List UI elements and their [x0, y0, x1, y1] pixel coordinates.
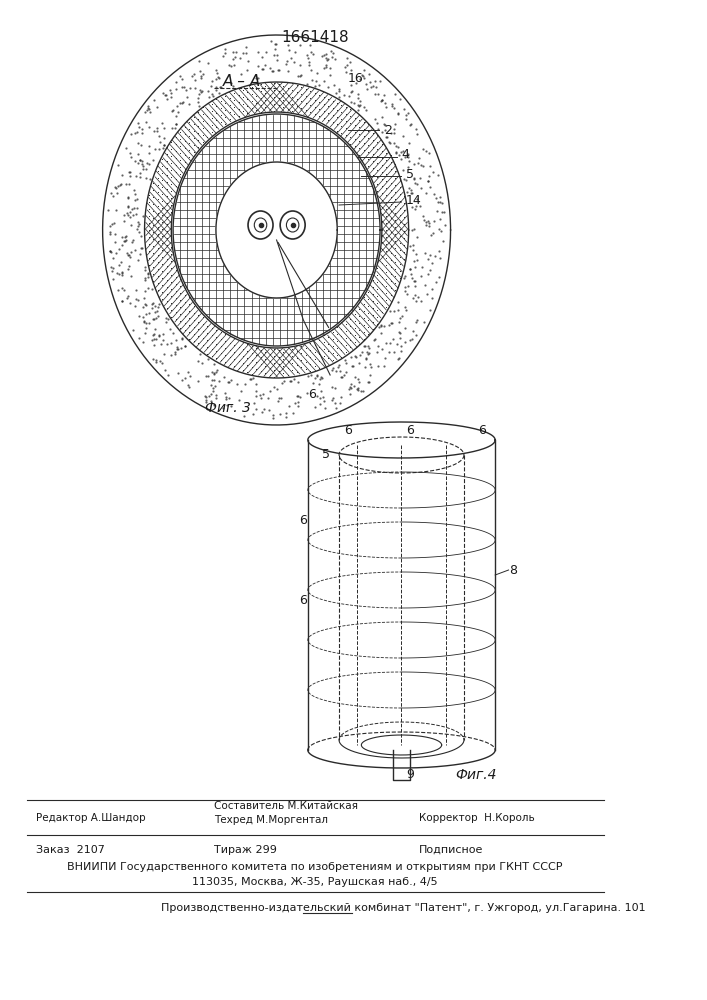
- Text: 6: 6: [300, 514, 308, 526]
- Text: 1661418: 1661418: [281, 30, 349, 45]
- Text: 6: 6: [478, 424, 486, 436]
- Text: 9: 9: [407, 768, 414, 782]
- Text: Производственно-издательский комбинат "Патент", г. Ужгород, ул.Гагарина. 101: Производственно-издательский комбинат "П…: [160, 903, 645, 913]
- Text: Заказ  2107: Заказ 2107: [35, 845, 105, 855]
- Text: ВНИИПИ Государственного комитета по изобретениям и открытиям при ГКНТ СССР: ВНИИПИ Государственного комитета по изоб…: [67, 862, 563, 872]
- Text: Подписное: Подписное: [419, 845, 484, 855]
- Circle shape: [216, 162, 337, 298]
- Text: 14: 14: [406, 194, 421, 207]
- Text: 8: 8: [509, 564, 517, 576]
- Text: Тираж 299: Тираж 299: [214, 845, 277, 855]
- Text: 113035, Москва, Ж-35, Раушская наб., 4/5: 113035, Москва, Ж-35, Раушская наб., 4/5: [192, 877, 438, 887]
- Text: 5: 5: [322, 448, 329, 462]
- Text: 16: 16: [348, 72, 363, 85]
- Text: Фиг. 3: Фиг. 3: [205, 401, 251, 415]
- Text: 5: 5: [406, 168, 414, 182]
- Text: 6: 6: [407, 424, 414, 436]
- Text: А – А: А – А: [223, 75, 261, 90]
- Text: Редактор А.Шандор: Редактор А.Шандор: [35, 813, 146, 823]
- Text: 2: 2: [384, 123, 392, 136]
- Text: Корректор  Н.Король: Корректор Н.Король: [419, 813, 535, 823]
- Text: Фиг.4: Фиг.4: [455, 768, 496, 782]
- Text: 4: 4: [402, 148, 409, 161]
- Text: 6: 6: [344, 424, 352, 436]
- Text: 6: 6: [300, 593, 308, 606]
- Text: 6: 6: [308, 388, 316, 401]
- Text: Составитель М.Китайская
Техред М.Моргентал: Составитель М.Китайская Техред М.Моргент…: [214, 801, 358, 825]
